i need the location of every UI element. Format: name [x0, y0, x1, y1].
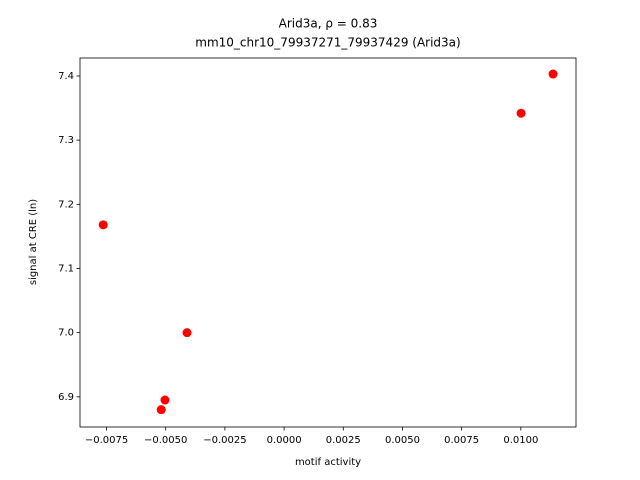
- chart-title: Arid3a, ρ = 0.83: [279, 17, 378, 31]
- y-tick-label: 7.4: [58, 71, 74, 82]
- y-axis-label: signal at CRE (ln): [28, 199, 39, 285]
- x-tick-label: −0.0075: [85, 435, 128, 446]
- x-tick-label: −0.0025: [203, 435, 246, 446]
- x-axis-label: motif activity: [295, 457, 361, 468]
- y-tick-label: 7.0: [58, 328, 74, 339]
- x-tick-label: −0.0050: [144, 435, 187, 446]
- chart-subtitle: mm10_chr10_79937271_79937429 (Arid3a): [195, 36, 460, 50]
- point: [98, 220, 108, 230]
- point: [548, 69, 558, 79]
- y-tick-label: 7.3: [58, 135, 74, 146]
- point: [516, 108, 526, 118]
- plot-frame: [79, 57, 577, 428]
- x-tick-label: 0.0100: [503, 435, 538, 446]
- point: [182, 328, 192, 338]
- x-tick-label: 0.0000: [267, 435, 302, 446]
- x-tick-label: 0.0075: [444, 435, 479, 446]
- x-tick-label: 0.0025: [326, 435, 361, 446]
- y-tick-label: 7.2: [58, 199, 74, 210]
- y-tick-label: 6.9: [58, 392, 74, 403]
- y-tick-label: 7.1: [58, 263, 74, 274]
- x-tick-label: 0.0050: [385, 435, 420, 446]
- point: [156, 405, 166, 415]
- point: [160, 395, 170, 405]
